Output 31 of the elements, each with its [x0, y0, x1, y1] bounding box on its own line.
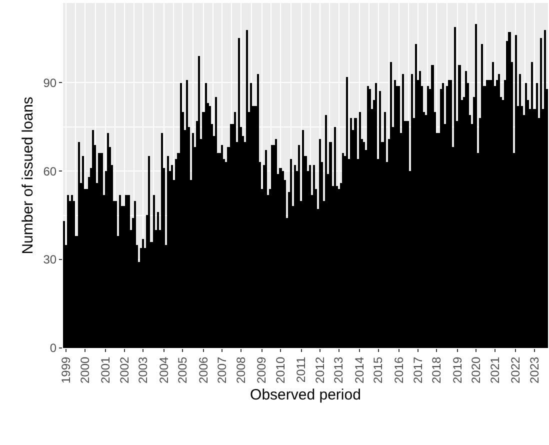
x-tick-label: 2005	[176, 356, 190, 384]
x-tick-label: 2003	[136, 356, 150, 384]
x-tick-label: 2022	[508, 356, 523, 384]
x-tick-label: 2013	[332, 356, 346, 384]
x-tick-label: 2001	[98, 356, 113, 384]
x-tick-label: 2007	[215, 356, 230, 384]
x-tick-label: 2018	[430, 356, 444, 384]
x-axis-title: Observed period	[250, 386, 361, 404]
x-tick-label: 2015	[371, 356, 386, 384]
x-tick-label: 2004	[156, 356, 171, 384]
x-tick-label: 2002	[117, 356, 132, 384]
y-tick-label: 90	[43, 76, 57, 90]
x-tick-label: 1999	[59, 356, 74, 384]
x-tick-label: 2020	[469, 356, 484, 384]
x-tick-label: 2006	[196, 356, 210, 384]
y-axis-title: Number of issued loans	[19, 96, 36, 254]
x-tick-label: 2012	[312, 356, 327, 384]
x-tick-label: 2021	[488, 356, 502, 384]
x-tick-label: 2000	[78, 356, 92, 384]
y-tick-label: 30	[43, 252, 57, 267]
x-tick-label: 2016	[392, 356, 406, 384]
x-tick-label: 2010	[273, 356, 288, 384]
x-tick-label: 2019	[450, 356, 464, 384]
y-tick-label: 60	[43, 164, 57, 178]
x-tick-label: 2008	[234, 356, 248, 384]
x-tick-label: 2014	[352, 356, 367, 384]
x-tick-label: 2023	[527, 356, 542, 384]
y-tick-label: 0	[50, 341, 57, 356]
x-tick-label: 2017	[410, 356, 425, 384]
x-tick-label: 2009	[254, 356, 269, 384]
x-tick-label: 2011	[294, 356, 308, 383]
